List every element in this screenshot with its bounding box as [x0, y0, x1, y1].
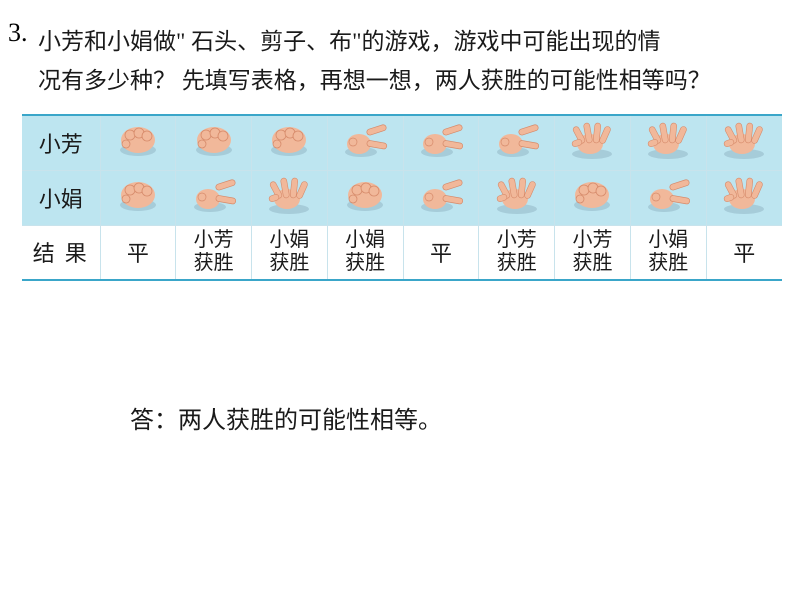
result-cell: 平 [706, 225, 782, 280]
hand-cell [327, 115, 403, 170]
hand-cell [630, 170, 706, 225]
hand-cell [706, 170, 782, 225]
question-line1: 小芳和小娟做" 石头、剪子、布"的游戏，游戏中可能出现的情 [38, 29, 661, 54]
result-cell: 平 [100, 225, 176, 280]
game-table: 小芳 [22, 114, 782, 281]
hand-cell [706, 115, 782, 170]
question-number: 3. [8, 18, 28, 48]
hand-cell [479, 170, 555, 225]
result-cell: 小芳获胜 [479, 225, 555, 280]
hand-cell [176, 115, 252, 170]
hand-cell [403, 115, 479, 170]
row-xiaofang: 小芳 [22, 115, 782, 170]
hand-cell [479, 115, 555, 170]
result-cell: 小娟获胜 [630, 225, 706, 280]
row-header-juan: 小娟 [22, 170, 100, 225]
row-xiaojuan: 小娟 [22, 170, 782, 225]
result-cell: 平 [403, 225, 479, 280]
hand-cell [100, 170, 176, 225]
row-header-result: 结果 [22, 225, 100, 280]
hand-cell [555, 170, 631, 225]
result-cell: 小芳获胜 [555, 225, 631, 280]
result-cell: 小娟获胜 [252, 225, 328, 280]
hand-cell [100, 115, 176, 170]
hand-cell [630, 115, 706, 170]
question-line2: 况有多少种？ 先填写表格，再想一想，两人获胜的可能性相等吗？ [38, 61, 778, 100]
result-cell: 小芳获胜 [176, 225, 252, 280]
row-header-fang: 小芳 [22, 115, 100, 170]
row-result: 结果 平 小芳获胜 小娟获胜 小娟获胜 平 小芳获胜 小芳获胜 小娟获胜 平 [22, 225, 782, 280]
hand-cell [176, 170, 252, 225]
hand-cell [555, 115, 631, 170]
question-text: 小芳和小娟做" 石头、剪子、布"的游戏，游戏中可能出现的情 况有多少种？ 先填写… [38, 22, 778, 100]
hand-cell [252, 115, 328, 170]
hand-cell [327, 170, 403, 225]
hand-cell [252, 170, 328, 225]
hand-cell [403, 170, 479, 225]
result-cell: 小娟获胜 [327, 225, 403, 280]
answer-text: 答：两人获胜的可能性相等。 [130, 400, 442, 435]
